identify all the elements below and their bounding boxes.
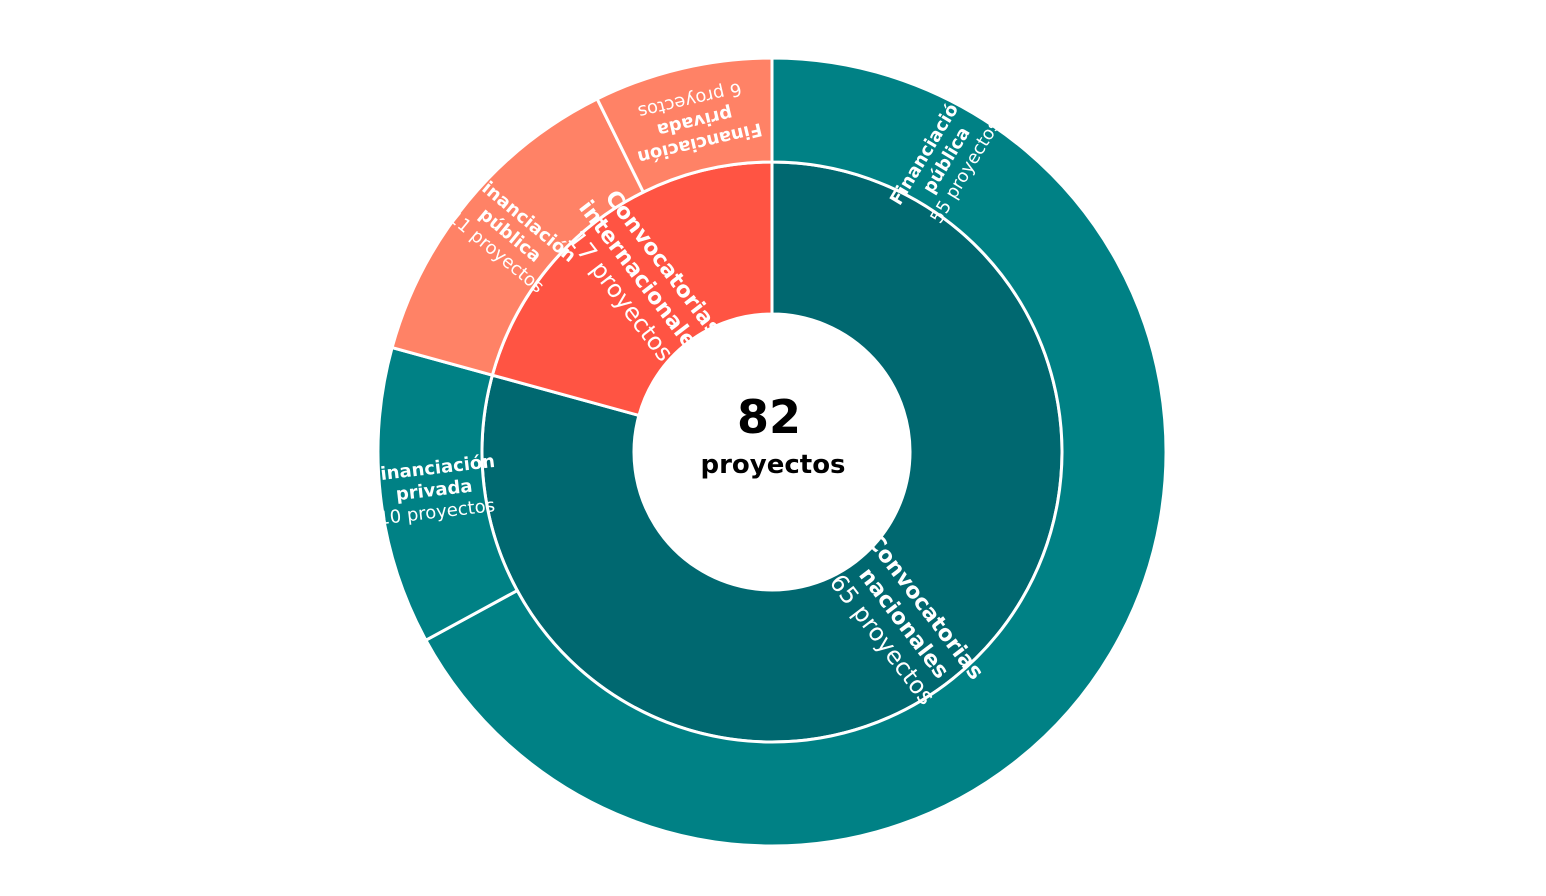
center-hole: [634, 314, 910, 590]
outer-segment-convocatorias-nacionales-financiacion-publica: [423, 56, 1168, 848]
center-unit: proyectos: [700, 450, 845, 480]
chart-segments: [376, 56, 1168, 848]
outer-segment-convocatorias-internacionales-financiacion-privada: [595, 56, 774, 195]
center-total: 82: [737, 390, 801, 444]
